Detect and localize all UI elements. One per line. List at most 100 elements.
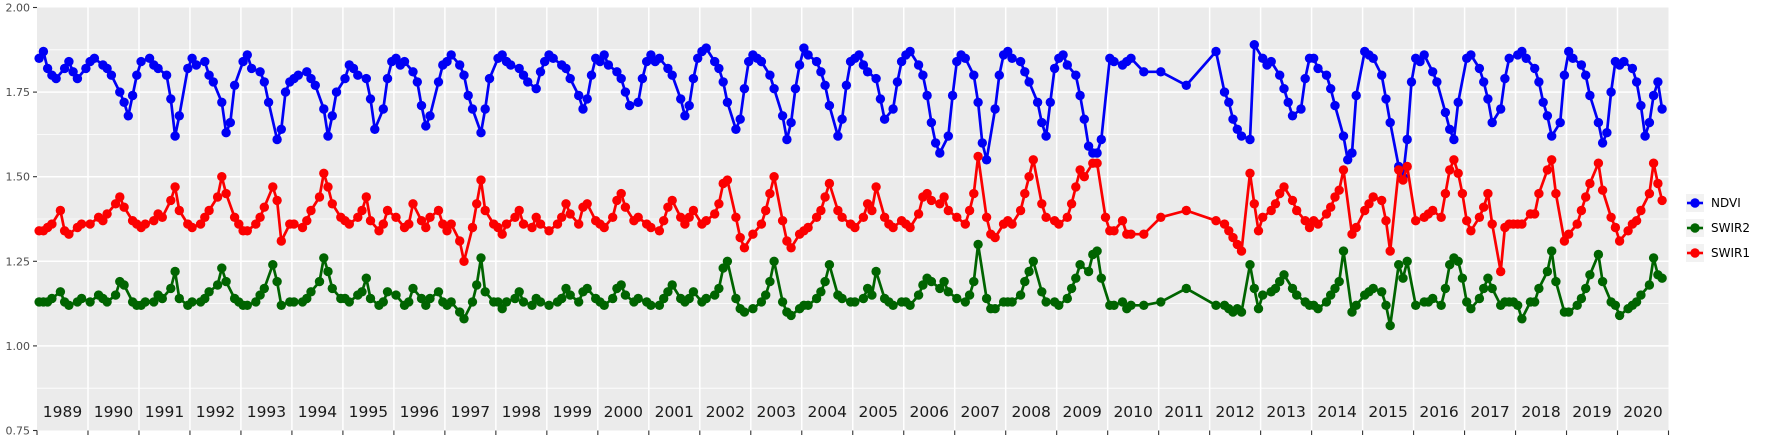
data-point (1534, 283, 1544, 294)
legend-entry-swir1[interactable]: SWIR1 (1686, 244, 1750, 262)
data-point (518, 70, 529, 80)
data-point (794, 60, 805, 70)
data-point (1156, 212, 1166, 222)
data-point (918, 280, 928, 290)
data-point (1597, 276, 1608, 287)
data-point (170, 266, 180, 277)
data-point (1551, 276, 1561, 287)
data-point (38, 46, 49, 57)
data-point (221, 128, 231, 138)
data-point (769, 84, 779, 94)
data-point (361, 273, 371, 283)
data-point (323, 182, 333, 192)
data-point (990, 232, 1000, 243)
data-point (1054, 300, 1064, 310)
y-tick-label: 2.00 (6, 2, 31, 15)
data-point (204, 287, 214, 297)
data-point (1547, 155, 1557, 165)
data-point (365, 216, 376, 226)
data-point (833, 131, 843, 141)
legend-key-swir1 (1686, 244, 1704, 262)
data-point (327, 199, 337, 209)
data-point (357, 287, 367, 297)
data-point (64, 56, 74, 67)
data-point (952, 293, 962, 304)
legend-entry-swir2[interactable]: SWIR2 (1686, 219, 1750, 237)
data-point (633, 212, 643, 222)
data-point (1385, 246, 1395, 256)
data-point (867, 290, 877, 300)
data-point (625, 100, 635, 111)
data-point (1479, 77, 1489, 87)
data-point (1631, 77, 1642, 87)
data-point (433, 205, 444, 216)
data-point (1037, 199, 1047, 209)
data-point (412, 77, 422, 87)
legend-entry-ndvi[interactable]: NDVI (1686, 194, 1750, 212)
data-point (816, 287, 826, 297)
data-point (1071, 70, 1081, 80)
data-point (255, 290, 265, 300)
data-point (234, 219, 244, 229)
data-point (1368, 53, 1378, 63)
data-point (149, 216, 159, 226)
data-point (1096, 134, 1107, 145)
data-point (514, 287, 524, 297)
data-point (1258, 212, 1268, 222)
legend-key-ndvi (1686, 194, 1704, 212)
data-point (1614, 310, 1625, 321)
data-point (990, 104, 1000, 114)
data-point (1300, 73, 1310, 84)
data-point (1474, 293, 1485, 304)
data-point (229, 212, 240, 222)
data-point (501, 219, 512, 229)
data-point (574, 90, 584, 101)
data-point (676, 94, 686, 104)
data-point (714, 283, 724, 294)
legend-key-icon (1687, 223, 1703, 233)
data-point (561, 199, 571, 209)
data-point (1283, 97, 1293, 108)
data-point (718, 263, 728, 273)
data-point (276, 300, 286, 310)
data-point (820, 276, 830, 287)
data-point (1062, 60, 1073, 70)
data-point (612, 195, 622, 206)
y-tick-label: 1.75 (6, 86, 31, 99)
legend-key-swir2 (1686, 219, 1704, 237)
data-point (1236, 131, 1247, 141)
data-point (1126, 300, 1136, 310)
data-point (1279, 182, 1289, 192)
data-point (1075, 90, 1085, 101)
data-point (684, 212, 694, 222)
data-point (833, 205, 843, 216)
data-point (51, 73, 61, 84)
data-point (1606, 212, 1616, 222)
data-point (1024, 266, 1034, 277)
data-point (1462, 216, 1472, 226)
data-point (416, 216, 427, 226)
data-point (1394, 260, 1404, 270)
data-point (1466, 226, 1476, 236)
data-point (1003, 46, 1013, 57)
data-point (1610, 222, 1621, 233)
data-point (1551, 188, 1561, 199)
x-year-label: 1997 (451, 403, 490, 421)
data-point (548, 53, 558, 63)
data-point (1559, 70, 1570, 80)
data-point (663, 63, 673, 74)
data-point (421, 300, 431, 310)
data-point (1530, 297, 1540, 307)
data-point (348, 63, 359, 74)
data-point (608, 293, 618, 304)
data-point (480, 205, 490, 216)
data-point (1326, 290, 1336, 300)
data-point (1428, 205, 1438, 216)
data-point (1321, 70, 1332, 80)
data-point (1394, 165, 1404, 175)
data-point (1385, 117, 1395, 128)
data-point (421, 121, 431, 131)
data-point (922, 188, 932, 199)
data-point (850, 222, 860, 233)
data-point (1597, 138, 1608, 148)
